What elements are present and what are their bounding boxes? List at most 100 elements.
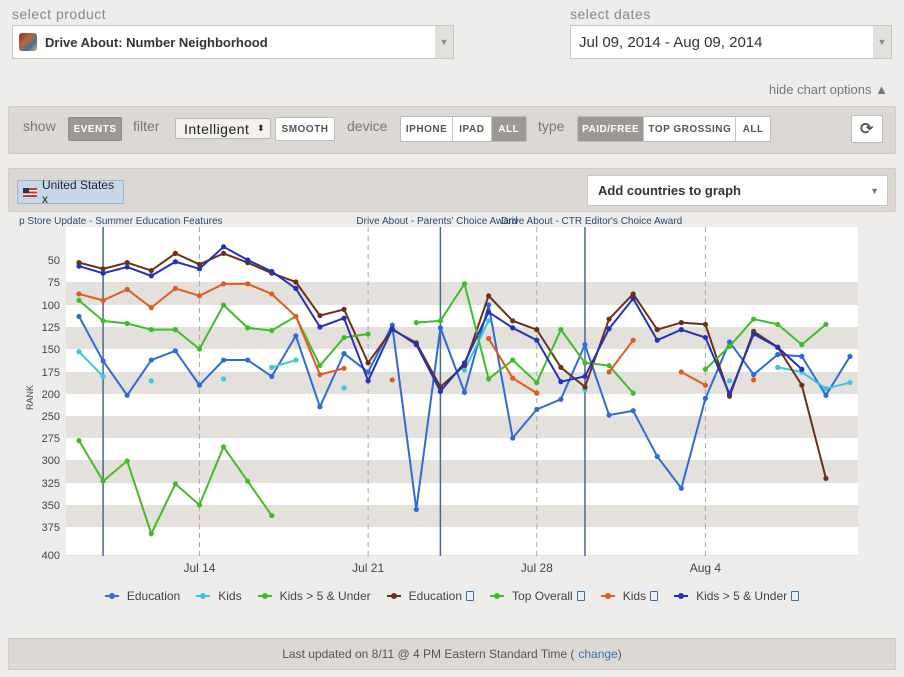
- change-link[interactable]: change: [578, 647, 618, 661]
- data-point: [148, 378, 154, 384]
- y-tick-label: 75: [48, 277, 60, 289]
- data-point: [558, 327, 564, 333]
- data-point: [100, 297, 106, 303]
- data-point: [485, 302, 492, 308]
- chevron-down-icon: ▼: [873, 26, 891, 58]
- product-select[interactable]: Drive About: Number Neighborhood ▼: [12, 25, 454, 59]
- data-point: [823, 475, 829, 481]
- data-point: [582, 342, 588, 348]
- type-topgrossing-button[interactable]: TOP GROSSING: [644, 117, 737, 141]
- data-point: [437, 388, 444, 394]
- legend-swatch: [196, 593, 211, 599]
- device-toggle: IPHONE IPAD ALL: [400, 116, 527, 142]
- data-point: [775, 321, 781, 327]
- legend-item[interactable]: Kids: [600, 589, 659, 603]
- country-chip-us[interactable]: United States x: [17, 178, 124, 206]
- data-point: [702, 366, 709, 372]
- series-line: [78, 351, 104, 378]
- plot-band: [66, 416, 858, 438]
- data-point: [100, 266, 106, 272]
- data-point: [245, 357, 251, 363]
- data-point: [751, 372, 757, 378]
- legend-item[interactable]: Kids > 5 & Under: [257, 589, 371, 603]
- y-tick-label: 400: [42, 550, 60, 562]
- updown-icon: ⬍: [256, 123, 265, 133]
- data-point: [148, 273, 154, 279]
- data-point: [799, 353, 805, 359]
- add-countries-select[interactable]: Add countries to graph ▼: [587, 175, 888, 206]
- data-point: [510, 318, 516, 324]
- data-point: [702, 334, 709, 341]
- ipad-icon: [576, 591, 585, 601]
- data-point: [510, 325, 516, 331]
- data-point: [172, 348, 178, 354]
- product-label: select product: [12, 6, 107, 22]
- data-point: [148, 305, 154, 311]
- refresh-icon: ⟳: [860, 121, 874, 138]
- legend-label: Top Overall: [512, 589, 573, 603]
- data-point: [799, 382, 805, 388]
- smooth-button[interactable]: SMOOTH: [275, 117, 335, 141]
- dates-label: select dates: [570, 6, 651, 22]
- data-point: [485, 309, 492, 315]
- y-tick-label: 275: [42, 433, 60, 445]
- data-point: [485, 335, 492, 342]
- legend-swatch: [600, 593, 615, 599]
- filter-value: Intelligent: [184, 120, 250, 137]
- ipad-icon: [650, 591, 659, 601]
- data-point: [269, 327, 275, 334]
- filter-select[interactable]: Intelligent ⬍: [175, 118, 271, 139]
- data-point: [341, 334, 347, 341]
- x-tick-label: Jul 21: [352, 561, 384, 575]
- legend-label: Education: [408, 589, 463, 603]
- type-paidfree-button[interactable]: PAID/FREE: [578, 117, 645, 141]
- data-point: [437, 325, 444, 331]
- legend-item[interactable]: Education: [386, 589, 475, 603]
- data-point: [76, 349, 82, 355]
- device-all-button[interactable]: ALL: [491, 117, 526, 141]
- data-point: [172, 250, 178, 256]
- data-point: [775, 364, 781, 370]
- data-point: [124, 286, 130, 292]
- device-ipad-button[interactable]: IPAD: [453, 117, 492, 141]
- data-point: [847, 379, 853, 386]
- data-point: [269, 512, 275, 519]
- rank-chart: 50 75 100 125 150 175 200 250 275 300 325 350 375 400…: [19, 216, 858, 575]
- y-tick-label: 125: [42, 322, 60, 334]
- data-point: [317, 372, 323, 378]
- legend-item[interactable]: Kids: [196, 589, 242, 603]
- data-point: [510, 357, 516, 363]
- legend-swatch: [386, 593, 401, 599]
- y-tick-label: 375: [42, 522, 60, 534]
- events-button[interactable]: EVENTS: [68, 117, 122, 141]
- data-point: [365, 369, 371, 375]
- data-point: [124, 320, 130, 327]
- series-line: [704, 317, 827, 370]
- data-point: [100, 373, 106, 379]
- type-all-button[interactable]: ALL: [742, 123, 764, 135]
- legend-label: Kids: [622, 589, 647, 603]
- data-point: [100, 478, 106, 484]
- data-point: [654, 327, 660, 333]
- data-point: [365, 331, 371, 337]
- device-iphone-button[interactable]: IPHONE: [401, 117, 454, 141]
- legend-item[interactable]: Kids > 5 & Under: [674, 589, 800, 603]
- x-tick-label: Jul 28: [521, 561, 553, 575]
- data-point: [365, 360, 371, 366]
- data-point: [534, 327, 540, 333]
- data-point: [630, 337, 636, 343]
- data-point: [751, 331, 757, 337]
- data-point: [726, 343, 733, 349]
- series-line: [271, 359, 297, 369]
- hide-chart-options-link[interactable]: hide chart options ▲: [768, 82, 888, 97]
- legend-item[interactable]: Top Overall: [490, 589, 585, 603]
- plot-band: [66, 460, 858, 483]
- legend-item[interactable]: Education: [104, 589, 180, 603]
- dates-select[interactable]: Jul 09, 2014 - Aug 09, 2014 ▼: [570, 25, 892, 59]
- data-point: [269, 373, 275, 379]
- data-point: [293, 285, 299, 292]
- data-point: [678, 485, 684, 491]
- data-point: [654, 337, 660, 343]
- refresh-button[interactable]: ⟳: [851, 115, 883, 143]
- data-point: [558, 364, 564, 370]
